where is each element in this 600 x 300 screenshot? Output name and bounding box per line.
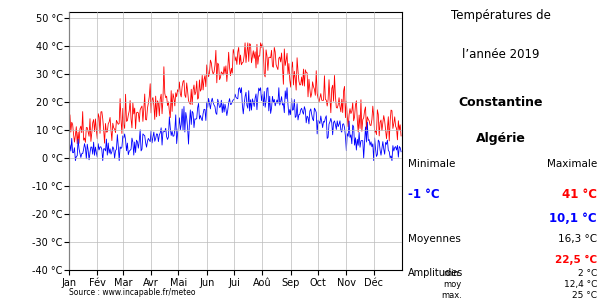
Text: moy: moy [444, 280, 462, 289]
Text: 2 °C: 2 °C [578, 268, 597, 278]
Text: Maximale: Maximale [547, 159, 597, 169]
Text: 41 °C: 41 °C [562, 188, 597, 200]
Text: 10,1 °C: 10,1 °C [550, 212, 597, 224]
Text: max.: max. [441, 291, 462, 300]
Text: Constantine: Constantine [459, 96, 543, 109]
Text: 22,5 °C: 22,5 °C [555, 255, 597, 265]
Text: Amplitudes: Amplitudes [408, 268, 463, 278]
Text: Températures de: Températures de [451, 9, 551, 22]
Text: Minimale: Minimale [408, 159, 455, 169]
Text: l’année 2019: l’année 2019 [462, 48, 540, 61]
Text: Source : www.incapable.fr/meteo: Source : www.incapable.fr/meteo [69, 288, 196, 297]
Text: 12,4 °C: 12,4 °C [563, 280, 597, 289]
Text: -1 °C: -1 °C [408, 188, 440, 200]
Text: min.: min. [443, 268, 462, 278]
Text: Algérie: Algérie [476, 132, 526, 145]
Text: 16,3 °C: 16,3 °C [558, 234, 597, 244]
Text: 25 °C: 25 °C [572, 291, 597, 300]
Text: Moyennes: Moyennes [408, 234, 461, 244]
